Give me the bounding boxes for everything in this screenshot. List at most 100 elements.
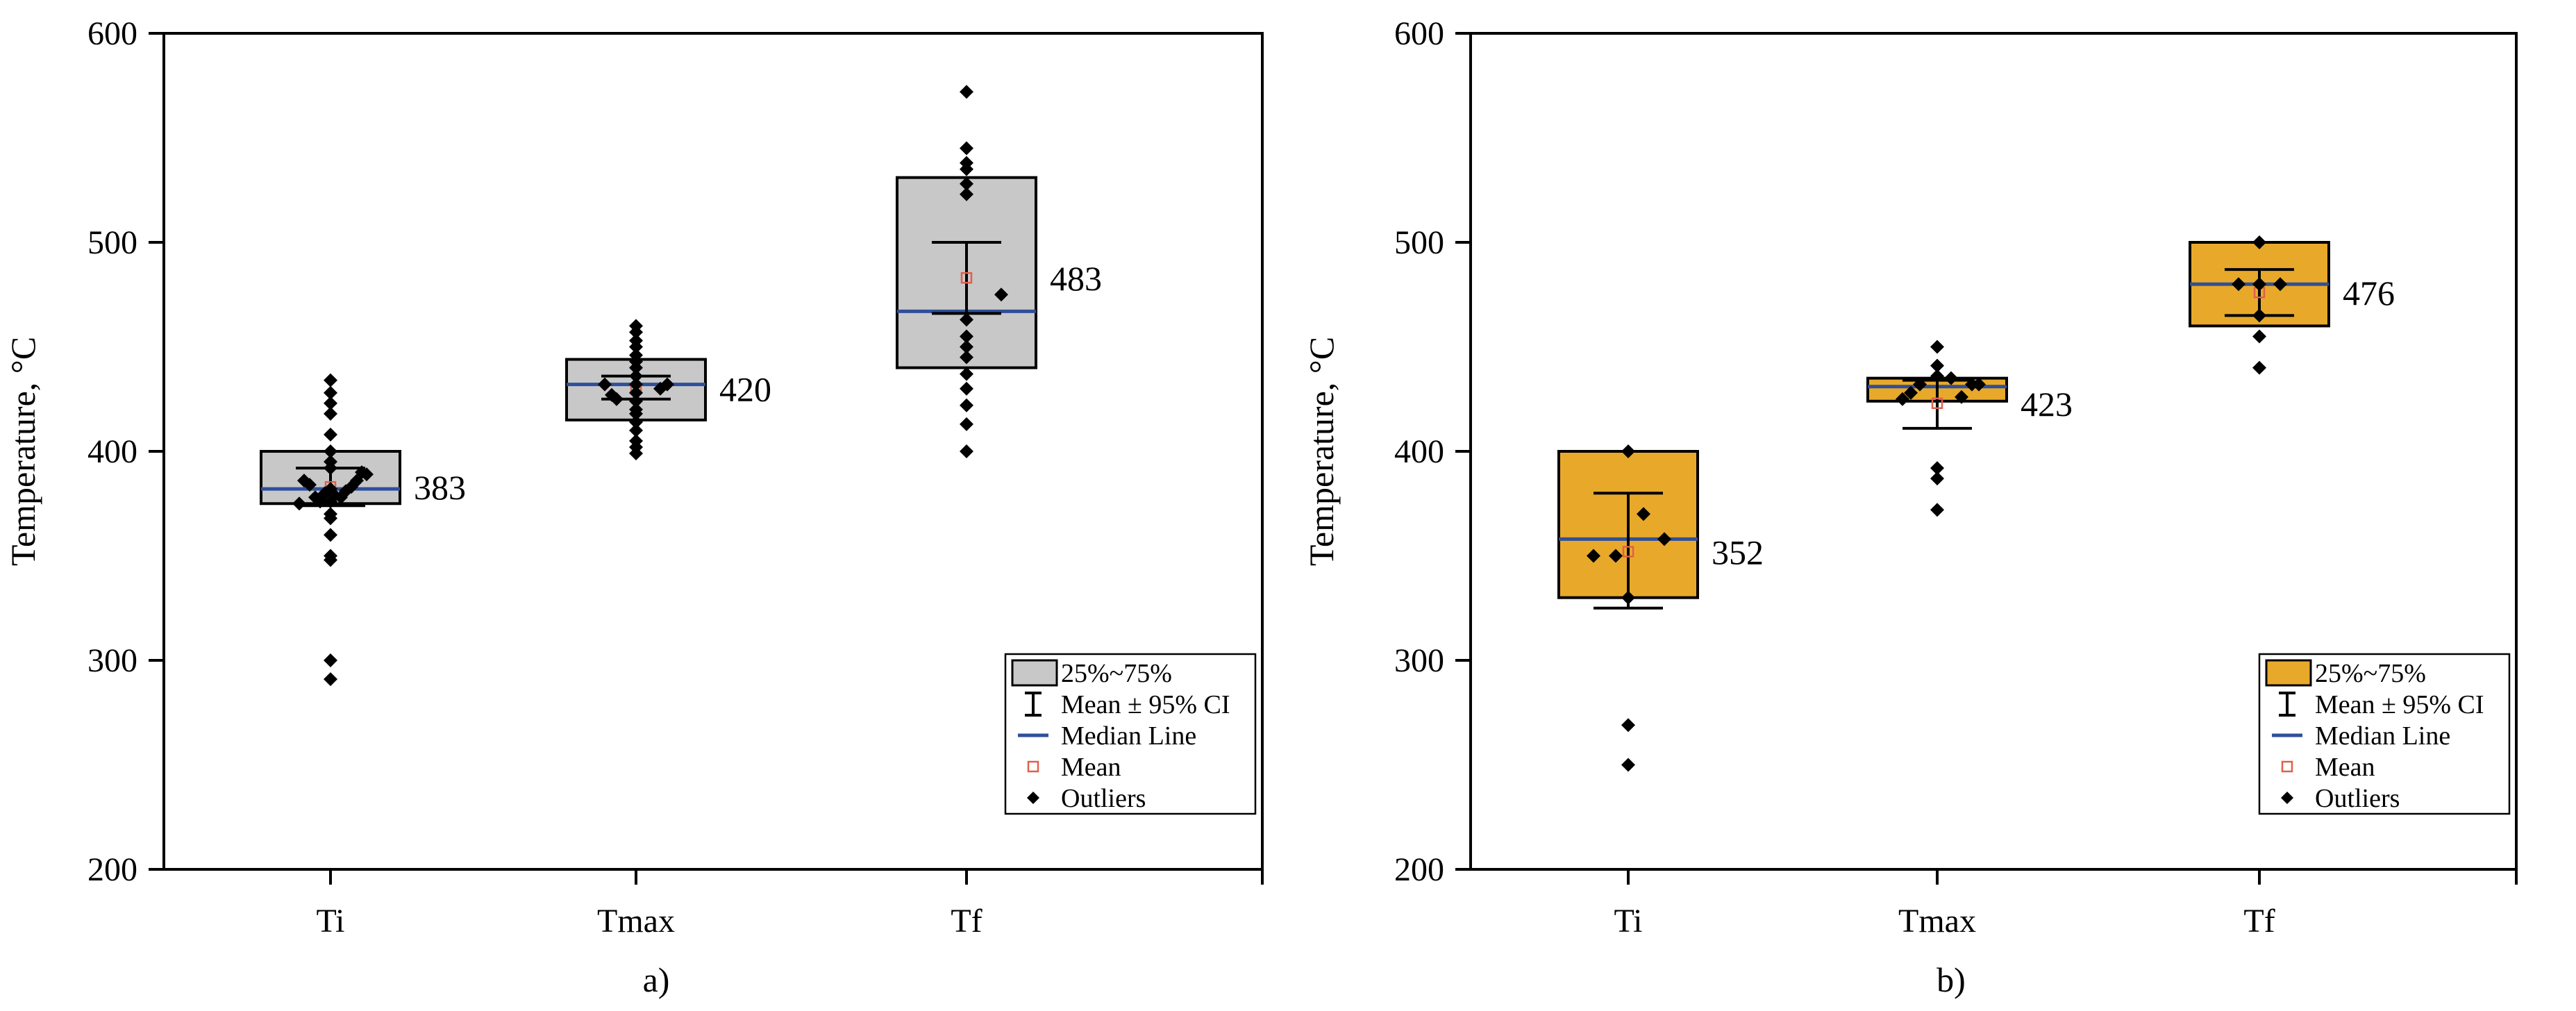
data-point	[629, 348, 643, 362]
mean-marker	[960, 271, 973, 284]
legend-swatch-outlier	[2281, 792, 2293, 804]
data-point	[303, 478, 317, 492]
data-point	[960, 329, 973, 344]
box-tmax: 423	[1866, 340, 2073, 517]
data-point	[629, 369, 643, 383]
data-point	[324, 672, 337, 687]
data-point	[324, 396, 337, 410]
legend-swatch-mean	[2281, 760, 2293, 773]
data-point	[1657, 532, 1671, 546]
panel-caption: a)	[643, 960, 670, 999]
data-point	[1621, 758, 1635, 772]
data-point	[1587, 549, 1600, 563]
data-point	[1930, 503, 1944, 517]
data-point	[324, 553, 337, 567]
mean-value-label: 476	[2343, 274, 2395, 312]
x-tick-label: Ti	[317, 903, 345, 939]
legend-entry: Mean ± 95% CI	[1061, 690, 1230, 719]
y-tick-label: 200	[1394, 851, 1444, 888]
legend-entry: Mean	[2315, 753, 2375, 782]
data-point	[1913, 377, 1927, 392]
data-point	[960, 350, 973, 365]
data-point	[324, 427, 337, 442]
data-point	[960, 367, 973, 381]
data-point	[1621, 590, 1635, 605]
data-point	[1904, 385, 1918, 400]
data-point	[1637, 507, 1650, 521]
data-point	[629, 319, 643, 333]
y-tick-label: 400	[1394, 433, 1444, 470]
y-tick-label: 500	[1394, 224, 1444, 261]
mean-value-label: 420	[719, 370, 771, 409]
data-point	[292, 496, 306, 511]
data-point	[324, 406, 337, 421]
y-tick-label: 200	[87, 851, 137, 888]
panel-caption: b)	[1937, 960, 1966, 999]
data-point	[960, 176, 973, 191]
data-point	[2232, 277, 2245, 292]
data-point	[2252, 277, 2266, 292]
data-point	[629, 415, 643, 429]
legend-swatch-outlier	[1027, 792, 1039, 804]
data-point	[2252, 308, 2266, 323]
chart-panel-a: 200 300 400 500 600 Temperature, °C Ti Tmax Tf a)…	[3, 15, 1264, 999]
legend-entry: Outliers	[1061, 784, 1146, 813]
data-point	[2252, 235, 2266, 249]
data-point	[1896, 392, 1909, 406]
x-tick-label: Tmax	[597, 903, 675, 939]
data-point	[960, 187, 973, 201]
data-point	[960, 85, 973, 99]
data-point	[1930, 358, 1944, 373]
box-ti: 383	[260, 373, 466, 687]
data-point	[629, 333, 643, 348]
data-point	[1930, 471, 1944, 486]
mean-value-label: 383	[414, 468, 466, 507]
data-point	[660, 377, 674, 392]
mean-marker	[1931, 397, 1943, 410]
data-point	[324, 444, 337, 458]
x-tick-label: Tf	[951, 903, 982, 939]
box-ti: 352	[1557, 444, 1764, 772]
data-point	[598, 377, 612, 392]
y-tick-label: 500	[87, 224, 137, 261]
y-tick-label: 300	[87, 642, 137, 679]
x-tick-label: Ti	[1614, 903, 1643, 939]
data-point	[2273, 277, 2287, 292]
legend-entry: Outliers	[2315, 784, 2400, 813]
data-point	[629, 423, 643, 437]
data-point	[1972, 377, 1986, 392]
box-tmax: 420	[565, 319, 771, 461]
data-point	[324, 385, 337, 400]
legend-swatch-mean	[1027, 760, 1039, 773]
y-tick-label: 600	[1394, 15, 1444, 52]
data-point	[324, 373, 337, 387]
data-point	[629, 402, 643, 417]
chart-panel-b: 200 300 400 500 600 Temperature, °C Ti Tmax Tf b)…	[1302, 15, 2518, 999]
box-tf: 483	[896, 85, 1102, 458]
legend-entry: 25%~75%	[2315, 659, 2426, 688]
data-point	[960, 162, 973, 176]
data-point	[960, 381, 973, 396]
legend-entry: Median Line	[2315, 721, 2450, 751]
data-point	[2252, 329, 2266, 344]
data-point	[1621, 718, 1635, 733]
data-point	[960, 417, 973, 431]
y-tick-label: 400	[87, 433, 137, 470]
y-tick-label: 600	[87, 15, 137, 52]
data-point	[1609, 549, 1623, 563]
data-point	[629, 377, 643, 392]
x-tick-label: Tmax	[1898, 903, 1976, 939]
y-axis-label: Temperature, °C	[1302, 337, 1341, 566]
data-point	[324, 494, 337, 509]
data-point	[610, 392, 624, 406]
y-axis-label: Temperature, °C	[3, 337, 42, 566]
x-tick-label: Tf	[2243, 903, 2275, 939]
data-point	[324, 653, 337, 667]
data-point	[1930, 369, 1944, 383]
y-tick-label: 300	[1394, 642, 1444, 679]
mean-value-label: 352	[1712, 533, 1764, 571]
